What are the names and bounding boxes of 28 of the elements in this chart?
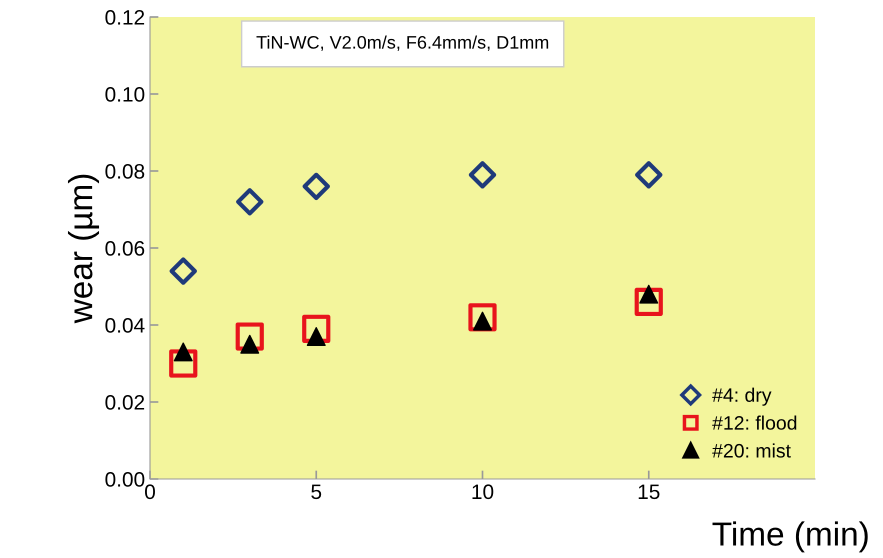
y-tick-label: 0.02 [105,395,144,410]
y-tick-label: 0.08 [105,164,144,179]
point [468,161,496,189]
point [468,303,497,332]
legend-label: #4: dry [712,388,772,406]
point [634,288,663,316]
legend-label: #12: flood [712,416,796,430]
point [635,161,662,189]
x-axis-title: Time (min) [712,521,868,552]
legend-label: #20: mist [712,443,791,458]
x-tick-label: 5 [311,484,322,500]
y-tick-label: 0.06 [105,241,144,256]
y-tick-label: 0.12 [105,10,144,25]
point [236,188,264,216]
point [302,172,330,200]
x-tick-label: 0 [145,484,155,500]
text: TiN-WC, V2.0m/s, F6.4mm/s, D1mm [256,35,548,51]
point [174,342,193,362]
point [170,257,197,285]
point [302,314,330,343]
y-axis-title: wear (µm) [68,174,100,324]
x-tick-label: 10 [472,484,494,500]
x-tick-label: 15 [638,484,660,500]
y-tick-label: 0.04 [105,318,145,333]
point [169,349,198,378]
y-tick-label: 0.10 [105,87,144,102]
point [236,322,264,351]
y-tick-label: 0.00 [105,472,144,487]
